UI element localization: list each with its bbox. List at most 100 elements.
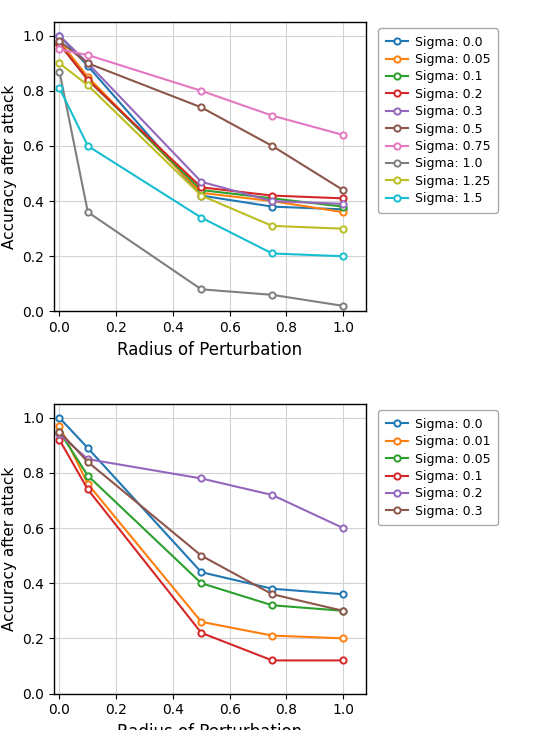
- Sigma: 0.2: (0.1, 0.85): 0.2: (0.1, 0.85): [84, 455, 91, 464]
- Sigma: 0.75: (0.5, 0.8): 0.75: (0.5, 0.8): [198, 86, 204, 95]
- Sigma: 0.0: (0.5, 0.42): 0.0: (0.5, 0.42): [198, 191, 204, 200]
- Sigma: 0.2: (0.1, 0.84): 0.2: (0.1, 0.84): [84, 75, 91, 84]
- Sigma: 1.25: (0, 0.9): 1.25: (0, 0.9): [56, 59, 63, 68]
- Sigma: 1.0: (0.5, 0.08): 1.0: (0.5, 0.08): [198, 285, 204, 293]
- Sigma: 0.01: (1, 0.2): 0.01: (1, 0.2): [340, 634, 346, 642]
- Sigma: 0.0: (0.75, 0.38): 0.0: (0.75, 0.38): [269, 202, 275, 211]
- Sigma: 1.25: (1, 0.3): 1.25: (1, 0.3): [340, 224, 346, 233]
- Line: Sigma: 0.3: Sigma: 0.3: [56, 33, 346, 207]
- Sigma: 1.0: (0, 0.87): 1.0: (0, 0.87): [56, 67, 63, 76]
- Sigma: 0.05: (0.5, 0.4): 0.05: (0.5, 0.4): [198, 579, 204, 588]
- Sigma: 0.0: (0, 1): 0.0: (0, 1): [56, 413, 63, 422]
- Sigma: 0.1: (0.5, 0.44): 0.1: (0.5, 0.44): [198, 185, 204, 194]
- Sigma: 0.01: (0.1, 0.76): 0.01: (0.1, 0.76): [84, 480, 91, 488]
- Sigma: 0.75: (0.75, 0.71): 0.75: (0.75, 0.71): [269, 111, 275, 120]
- Sigma: 0.01: (0.5, 0.26): 0.01: (0.5, 0.26): [198, 618, 204, 626]
- Y-axis label: Accuracy after attack: Accuracy after attack: [2, 466, 17, 631]
- Sigma: 0.0: (1, 0.37): 0.0: (1, 0.37): [340, 205, 346, 214]
- Line: Sigma: 1.25: Sigma: 1.25: [56, 60, 346, 232]
- Sigma: 0.0: (0.1, 0.89): 0.0: (0.1, 0.89): [84, 61, 91, 70]
- Sigma: 1.25: (0.75, 0.31): 1.25: (0.75, 0.31): [269, 221, 275, 230]
- Sigma: 1.5: (0.5, 0.34): 1.5: (0.5, 0.34): [198, 213, 204, 222]
- Legend: Sigma: 0.0, Sigma: 0.01, Sigma: 0.05, Sigma: 0.1, Sigma: 0.2, Sigma: 0.3: Sigma: 0.0, Sigma: 0.01, Sigma: 0.05, Si…: [378, 410, 498, 525]
- Sigma: 0.0: (0, 1): 0.0: (0, 1): [56, 31, 63, 40]
- Sigma: 0.01: (0, 0.97): 0.01: (0, 0.97): [56, 422, 63, 431]
- Sigma: 0.3: (0.5, 0.47): 0.3: (0.5, 0.47): [198, 177, 204, 186]
- Sigma: 0.2: (1, 0.41): 0.2: (1, 0.41): [340, 194, 346, 203]
- Y-axis label: Accuracy after attack: Accuracy after attack: [2, 85, 17, 249]
- Sigma: 0.2: (0.75, 0.42): 0.2: (0.75, 0.42): [269, 191, 275, 200]
- Sigma: 0.0: (0.5, 0.44): 0.0: (0.5, 0.44): [198, 568, 204, 577]
- Sigma: 0.1: (1, 0.38): 0.1: (1, 0.38): [340, 202, 346, 211]
- X-axis label: Radius of Perturbation: Radius of Perturbation: [117, 341, 302, 358]
- Sigma: 0.75: (0.1, 0.93): 0.75: (0.1, 0.93): [84, 50, 91, 59]
- Sigma: 1.0: (0.1, 0.36): 1.0: (0.1, 0.36): [84, 208, 91, 217]
- Sigma: 0.1: (0.1, 0.74): 0.1: (0.1, 0.74): [84, 485, 91, 494]
- Line: Sigma: 0.2: Sigma: 0.2: [56, 41, 346, 201]
- Sigma: 1.25: (0.1, 0.82): 1.25: (0.1, 0.82): [84, 81, 91, 90]
- Line: Sigma: 0.1: Sigma: 0.1: [56, 437, 346, 664]
- Sigma: 0.2: (0, 0.94): 0.2: (0, 0.94): [56, 430, 63, 439]
- Sigma: 0.5: (1, 0.44): 0.5: (1, 0.44): [340, 185, 346, 194]
- Sigma: 1.5: (1, 0.2): 1.5: (1, 0.2): [340, 252, 346, 261]
- Line: Sigma: 1.5: Sigma: 1.5: [56, 85, 346, 259]
- Line: Sigma: 0.0: Sigma: 0.0: [56, 415, 346, 597]
- Sigma: 0.05: (0.75, 0.4): 0.05: (0.75, 0.4): [269, 196, 275, 205]
- Sigma: 0.1: (0.1, 0.84): 0.1: (0.1, 0.84): [84, 75, 91, 84]
- Sigma: 1.5: (0, 0.81): 1.5: (0, 0.81): [56, 84, 63, 93]
- Line: Sigma: 0.75: Sigma: 0.75: [56, 46, 346, 138]
- Sigma: 0.05: (1, 0.36): 0.05: (1, 0.36): [340, 208, 346, 217]
- Sigma: 0.75: (0, 0.95): 0.75: (0, 0.95): [56, 45, 63, 54]
- Sigma: 0.05: (0.1, 0.79): 0.05: (0.1, 0.79): [84, 472, 91, 480]
- Line: Sigma: 0.5: Sigma: 0.5: [56, 38, 346, 193]
- Sigma: 0.1: (0.5, 0.22): 0.1: (0.5, 0.22): [198, 629, 204, 637]
- Sigma: 0.05: (0, 0.95): 0.05: (0, 0.95): [56, 427, 63, 436]
- X-axis label: Radius of Perturbation: Radius of Perturbation: [117, 723, 302, 730]
- Sigma: 1.25: (0.5, 0.42): 1.25: (0.5, 0.42): [198, 191, 204, 200]
- Sigma: 0.2: (0, 0.97): 0.2: (0, 0.97): [56, 39, 63, 48]
- Line: Sigma: 0.0: Sigma: 0.0: [56, 33, 346, 212]
- Sigma: 1.5: (0.75, 0.21): 1.5: (0.75, 0.21): [269, 249, 275, 258]
- Sigma: 0.1: (0.75, 0.41): 0.1: (0.75, 0.41): [269, 194, 275, 203]
- Sigma: 0.5: (0.5, 0.74): 0.5: (0.5, 0.74): [198, 103, 204, 112]
- Legend: Sigma: 0.0, Sigma: 0.05, Sigma: 0.1, Sigma: 0.2, Sigma: 0.3, Sigma: 0.5, Sigma: : Sigma: 0.0, Sigma: 0.05, Sigma: 0.1, Sig…: [378, 28, 498, 212]
- Sigma: 0.05: (1, 0.3): 0.05: (1, 0.3): [340, 607, 346, 615]
- Sigma: 0.05: (0.75, 0.32): 0.05: (0.75, 0.32): [269, 601, 275, 610]
- Sigma: 0.3: (0.1, 0.84): 0.3: (0.1, 0.84): [84, 458, 91, 466]
- Sigma: 1.0: (1, 0.02): 1.0: (1, 0.02): [340, 301, 346, 310]
- Sigma: 0.1: (0, 0.97): 0.1: (0, 0.97): [56, 39, 63, 48]
- Sigma: 0.0: (0.1, 0.89): 0.0: (0.1, 0.89): [84, 444, 91, 453]
- Sigma: 0.5: (0.75, 0.6): 0.5: (0.75, 0.6): [269, 142, 275, 150]
- Sigma: 0.3: (0.75, 0.36): 0.3: (0.75, 0.36): [269, 590, 275, 599]
- Line: Sigma: 0.05: Sigma: 0.05: [56, 429, 346, 614]
- Sigma: 1.0: (0.75, 0.06): 1.0: (0.75, 0.06): [269, 291, 275, 299]
- Sigma: 0.5: (0.1, 0.9): 0.5: (0.1, 0.9): [84, 59, 91, 68]
- Line: Sigma: 0.2: Sigma: 0.2: [56, 431, 346, 531]
- Sigma: 0.05: (0, 0.98): 0.05: (0, 0.98): [56, 36, 63, 45]
- Sigma: 0.75: (1, 0.64): 0.75: (1, 0.64): [340, 131, 346, 139]
- Sigma: 0.2: (1, 0.6): 0.2: (1, 0.6): [340, 523, 346, 532]
- Sigma: 0.2: (0.75, 0.72): 0.2: (0.75, 0.72): [269, 491, 275, 499]
- Sigma: 0.3: (1, 0.3): 0.3: (1, 0.3): [340, 607, 346, 615]
- Sigma: 0.05: (0.5, 0.43): 0.05: (0.5, 0.43): [198, 188, 204, 197]
- Line: Sigma: 1.0: Sigma: 1.0: [56, 69, 346, 309]
- Sigma: 0.1: (1, 0.12): 0.1: (1, 0.12): [340, 656, 346, 665]
- Line: Sigma: 0.01: Sigma: 0.01: [56, 423, 346, 642]
- Sigma: 0.5: (0, 0.98): 0.5: (0, 0.98): [56, 36, 63, 45]
- Sigma: 0.2: (0.5, 0.78): 0.2: (0.5, 0.78): [198, 474, 204, 483]
- Sigma: 0.3: (0.75, 0.4): 0.3: (0.75, 0.4): [269, 196, 275, 205]
- Line: Sigma: 0.3: Sigma: 0.3: [56, 429, 346, 614]
- Sigma: 0.0: (1, 0.36): 0.0: (1, 0.36): [340, 590, 346, 599]
- Sigma: 0.2: (0.5, 0.45): 0.2: (0.5, 0.45): [198, 183, 204, 192]
- Sigma: 0.3: (0, 0.95): 0.3: (0, 0.95): [56, 427, 63, 436]
- Sigma: 0.0: (0.75, 0.38): 0.0: (0.75, 0.38): [269, 584, 275, 593]
- Sigma: 0.3: (0, 1): 0.3: (0, 1): [56, 31, 63, 40]
- Sigma: 0.01: (0.75, 0.21): 0.01: (0.75, 0.21): [269, 631, 275, 640]
- Sigma: 0.3: (0.1, 0.9): 0.3: (0.1, 0.9): [84, 59, 91, 68]
- Sigma: 0.05: (0.1, 0.85): 0.05: (0.1, 0.85): [84, 73, 91, 82]
- Line: Sigma: 0.05: Sigma: 0.05: [56, 38, 346, 215]
- Sigma: 0.3: (1, 0.39): 0.3: (1, 0.39): [340, 199, 346, 208]
- Line: Sigma: 0.1: Sigma: 0.1: [56, 41, 346, 210]
- Sigma: 0.1: (0, 0.92): 0.1: (0, 0.92): [56, 436, 63, 445]
- Sigma: 1.5: (0.1, 0.6): 1.5: (0.1, 0.6): [84, 142, 91, 150]
